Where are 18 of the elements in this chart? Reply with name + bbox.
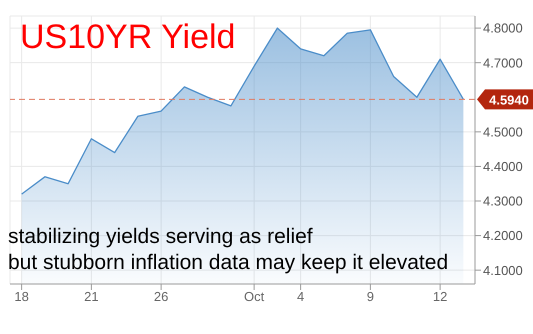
y-tick-label: 4.2000: [483, 228, 523, 244]
x-tick-label: 12: [432, 289, 448, 304]
x-tick-label: 9: [366, 289, 374, 304]
x-tick-label: 4: [297, 289, 304, 304]
annotation: but stubborn inflation data may keep it elevated: [8, 250, 448, 276]
ref-line-label: 4.5940: [489, 92, 529, 108]
y-tick-label: 4.7000: [483, 55, 523, 70]
y-tick-label: 4.1000: [483, 262, 523, 278]
x-tick-label: 21: [84, 289, 99, 304]
x-tick-label: 18: [14, 289, 29, 304]
y-tick-label: 4.3000: [483, 194, 523, 209]
x-tick-label: 26: [154, 289, 168, 304]
x-tick-label: Oct: [244, 289, 265, 304]
y-tick-label: 4.5000: [483, 124, 523, 140]
y-tick-label: 4.8000: [483, 20, 523, 36]
annotation: stabilizing yields serving as relief: [8, 224, 314, 250]
y-tick-label: 4.4000: [483, 159, 523, 174]
chart-title: US10YR Yield: [20, 18, 236, 57]
